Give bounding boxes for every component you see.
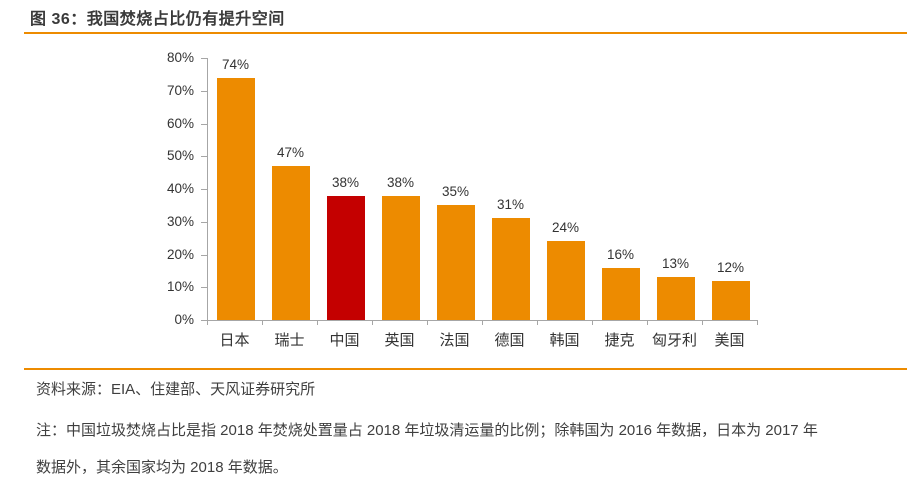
bar	[216, 77, 255, 320]
y-tick	[201, 156, 207, 158]
y-tick	[201, 320, 207, 321]
bar-value-label: 35%	[441, 184, 470, 200]
x-tick	[372, 321, 373, 325]
note-text: 注：中国垃圾焚烧占比是指 2018 年焚烧处置量占 2018 年垃圾清运量的比例…	[36, 412, 896, 480]
x-axis-label: 韩国	[549, 332, 580, 349]
x-tick	[262, 321, 263, 325]
footer-divider	[24, 368, 907, 370]
y-tick-label: 80%	[166, 50, 194, 65]
y-tick	[201, 123, 207, 125]
x-tick	[317, 321, 318, 325]
x-tick	[537, 321, 538, 325]
y-tick-label: 50%	[166, 148, 194, 164]
x-axis-label: 美国	[714, 332, 745, 349]
y-tick	[201, 221, 207, 223]
x-axis-label: 英国	[384, 332, 415, 349]
bar	[326, 195, 365, 320]
x-tick	[207, 321, 208, 325]
bar	[711, 280, 750, 320]
bar-value-label: 31%	[496, 197, 525, 213]
bar-value-label: 13%	[661, 256, 690, 272]
bar	[656, 277, 695, 320]
bar-value-label: 38%	[331, 174, 360, 190]
bar	[601, 267, 640, 320]
x-axis-label: 捷克	[604, 332, 635, 349]
x-tick	[482, 321, 483, 325]
x-axis-label: 匈牙利	[651, 332, 698, 349]
x-tick	[427, 321, 428, 325]
title-divider	[24, 32, 907, 34]
x-axis-label: 瑞士	[274, 332, 305, 349]
bar	[491, 218, 530, 320]
y-tick-label: 40%	[166, 181, 194, 196]
bar-value-label: 47%	[276, 145, 305, 161]
y-tick-label: 10%	[166, 279, 194, 295]
figure-title: 图 36：我国焚烧占比仍有提升空间	[30, 11, 285, 28]
x-tick	[757, 321, 758, 325]
y-tick	[201, 189, 207, 190]
bar	[381, 195, 420, 320]
bar	[271, 166, 310, 320]
bar-value-label: 12%	[716, 259, 745, 275]
x-axis-label: 法国	[439, 332, 470, 349]
plot-area: 74% 47% 38% 38% 35% 31% 24% 16% 13% 12%	[207, 56, 758, 321]
x-axis-labels: 日本 瑞士 中国 英国 法国 德国 韩国 捷克 匈牙利 美国	[207, 321, 758, 351]
y-tick-label: 30%	[166, 213, 194, 229]
y-tick-label: 70%	[166, 82, 194, 98]
y-tick-label: 60%	[166, 115, 194, 131]
x-tick	[702, 321, 703, 325]
x-tick	[647, 321, 648, 325]
note-line-2: 数据外，其余国家均为 2018 年数据。	[36, 459, 288, 476]
bar-value-label: 74%	[221, 56, 250, 72]
y-tick	[201, 254, 207, 256]
bar-value-label: 16%	[606, 246, 635, 262]
y-tick-label: 0%	[174, 312, 194, 327]
bar	[546, 241, 585, 320]
x-tick	[592, 321, 593, 325]
bar	[436, 205, 475, 320]
bar-value-label: 24%	[551, 220, 580, 236]
source-text: 资料来源：EIA、住建部、天风证券研究所	[36, 381, 316, 398]
x-axis-label: 中国	[329, 332, 360, 349]
y-tick-label: 20%	[166, 246, 194, 262]
note-line-1: 注：中国垃圾焚烧占比是指 2018 年焚烧处置量占 2018 年垃圾清运量的比例…	[36, 422, 818, 439]
x-axis-label: 日本	[219, 332, 250, 349]
y-tick	[201, 90, 207, 92]
y-tick	[201, 58, 207, 59]
x-axis-label: 德国	[494, 332, 525, 349]
y-tick	[201, 287, 207, 289]
bar-value-label: 38%	[386, 174, 415, 190]
